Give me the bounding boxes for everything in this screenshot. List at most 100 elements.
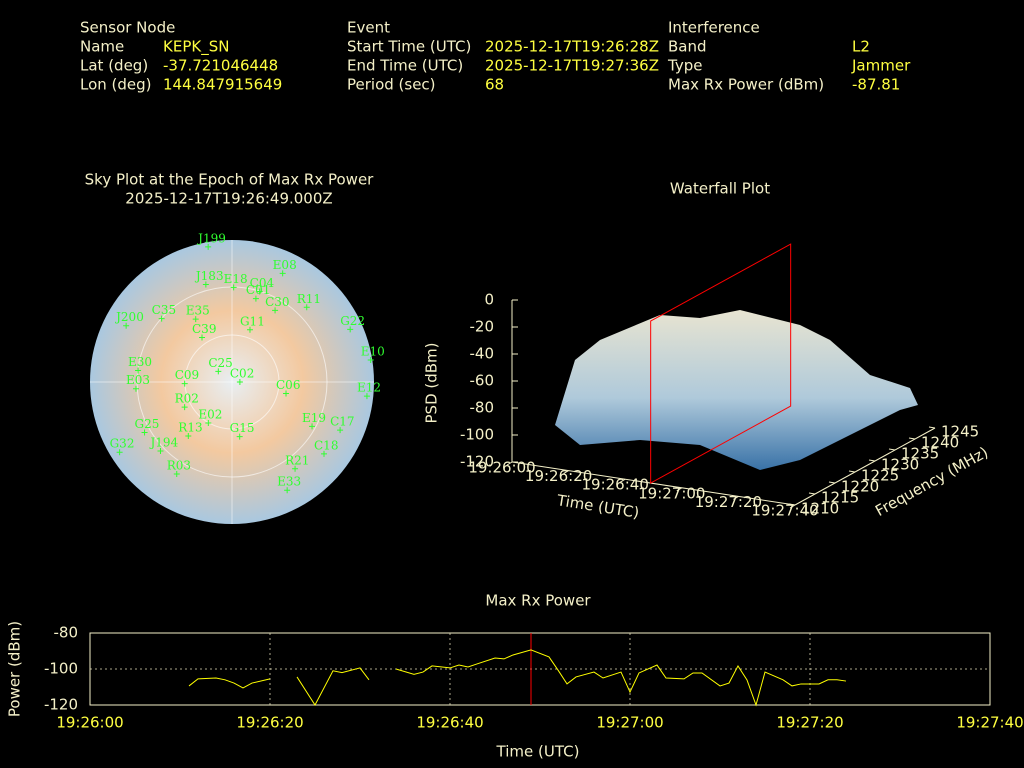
y-tick [888,448,896,451]
satellite-marker [116,449,123,456]
y-tick-label: 1235 [901,445,939,463]
field-value: 2025-12-17T19:27:36Z [485,57,659,75]
y-tick [788,503,796,506]
y-tick [908,437,916,440]
satellite-marker [205,243,212,250]
satellite-label: R13 [178,420,202,434]
y-tick-label: 1245 [941,423,979,441]
x-tick [676,487,683,492]
y-tick-label: -80 [54,624,79,642]
y-tick-label: 1210 [801,500,839,518]
satellite-marker [292,465,299,472]
satellite-label: G25 [135,417,160,431]
x-tick-label: 19:26:40 [416,714,483,732]
chart-title: Max Rx Power [485,592,591,610]
x-tick [506,461,513,466]
y-tick-label: 1220 [841,478,879,496]
field-label: Type [667,57,702,75]
satellite-marker [158,315,165,322]
satellite-label: R03 [167,458,191,472]
satellite-label: E18 [224,272,248,286]
satellite-marker [236,433,243,440]
x-tick-label: 19:26:00 [56,714,123,732]
section-title: Event [347,19,390,37]
satellite-marker [205,419,212,426]
y-tick [828,481,836,484]
x-tick-label: 19:26:20 [236,714,303,732]
field-label: End Time (UTC) [347,57,463,75]
y-axis-label: Power (dBm) [6,621,24,717]
z-tick-label: -20 [470,318,495,336]
chart-subtitle: 2025-12-17T19:26:49.000Z [125,190,332,208]
satellite-marker [141,429,148,436]
y-tick-label: 1230 [881,456,919,474]
satellite-marker [303,304,310,311]
field-value: KEPK_SN [163,38,229,57]
satellite-label: R11 [297,292,321,306]
x-tick-label: 19:27:40 [956,714,1023,732]
field-label: Lat (deg) [80,57,148,75]
satellite-marker [199,334,206,341]
z-tick-label: -40 [470,345,495,363]
satellite-label: C35 [152,303,176,317]
y-tick [928,426,936,429]
satellite-label: C30 [265,295,289,309]
section-title: Sensor Node [80,19,175,37]
field-label: Band [668,38,707,56]
field-value: Jammer [851,57,911,75]
satellite-marker [309,423,316,430]
satellite-marker [202,281,209,288]
field-label: Start Time (UTC) [347,38,471,56]
x-tick [733,495,739,500]
y-tick [848,470,856,473]
y-tick-label: 1215 [821,489,859,507]
x-tick-label: 19:27:20 [695,493,762,511]
chart-title: Waterfall Plot [670,180,770,198]
x-tick-label: 19:27:40 [751,502,818,520]
field-value: L2 [852,38,870,56]
satellite-label: C02 [230,367,254,381]
satellite-label: C39 [192,322,216,336]
z-tick-label: -80 [470,399,495,417]
satellite-marker [157,448,164,455]
satellite-label: J200 [114,310,144,324]
satellite-marker [279,270,286,277]
x-tick [619,478,626,483]
frequency-axis [794,427,936,506]
satellite-label: J194 [148,436,178,450]
satellite-label: C25 [208,356,232,370]
satellite-label: E08 [273,258,297,272]
satellite-label: C17 [330,415,354,429]
satellite-marker [246,326,253,333]
satellite-label: E19 [302,411,326,425]
y-tick-label: -100 [44,660,78,678]
satellite-label: E30 [128,355,152,369]
field-value: 144.847915649 [163,76,282,94]
y-tick-label: -120 [44,696,78,714]
satellite-label: J199 [196,231,226,245]
satellite-label: E35 [186,304,210,318]
satellite-label: R21 [285,453,309,467]
satellite-label: G15 [230,421,255,435]
satellite-marker [181,404,188,411]
satellite-marker [337,427,344,434]
satellite-marker [236,379,243,385]
satellite-marker [123,322,130,329]
satellite-marker [363,393,370,400]
satellite-marker [215,368,222,375]
satellite-marker [173,470,180,477]
y-tick [808,492,816,495]
satellite-marker [321,450,328,457]
z-tick-label: 0 [484,291,494,309]
y-tick [868,459,876,462]
satellite-label: E33 [277,475,301,489]
layout [90,240,918,524]
satellite-marker [192,316,199,323]
satellite-label: E12 [357,381,381,395]
satellite-marker [132,385,139,392]
field-label: Lon (deg) [80,76,152,94]
satellite-marker [283,390,290,397]
satellite-marker [347,326,354,333]
satellite-label: C04 [250,276,275,290]
